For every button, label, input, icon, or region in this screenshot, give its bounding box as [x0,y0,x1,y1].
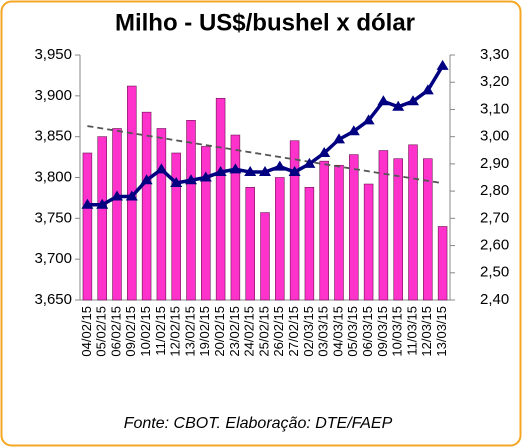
bar [97,136,107,301]
line-marker [81,198,94,209]
x-tick-label: 12/03/15 [419,306,434,357]
line-marker [407,95,419,106]
y-tick-label: 3,750 [34,209,72,226]
line-marker [125,190,138,201]
y-tick-label: 3,700 [34,250,72,267]
line-marker [170,176,183,187]
bar [363,183,374,301]
y-tick-label: 3,800 [34,168,72,185]
bar [319,160,329,301]
bar [112,128,122,301]
line-marker [347,125,360,136]
x-tick-label: 24/02/15 [242,306,257,357]
x-tick-label: 11/02/15 [153,306,168,356]
y-tick-label: 3,900 [34,87,72,104]
x-tick-label: 09/03/15 [375,306,390,357]
bar [156,128,167,301]
y2-tick-label: 2,70 [480,209,509,226]
line-marker [214,166,227,177]
x-tick-label: 13/03/15 [434,306,449,357]
x-tick-label: 20/02/15 [212,306,227,357]
line-marker [288,166,301,177]
line-marker [392,100,405,111]
x-tick-label: 06/02/15 [108,306,123,357]
x-tick-label: 06/03/15 [360,306,375,357]
bar [186,120,196,301]
line-marker [140,174,153,185]
source: Fonte: CBOT. Elaboração: DTE/FAEP [124,415,393,432]
x-tick-label: 03/03/15 [316,306,331,357]
x-tick-label: 13/02/15 [182,306,197,357]
x-tick-label: 10/02/15 [138,306,153,357]
x-tick-label: 02/03/15 [301,306,316,357]
y-tick-label: 3,850 [34,128,72,145]
line-marker [377,95,390,106]
line-marker [333,133,345,144]
x-tick-label: 05/03/15 [345,306,360,357]
bar [378,150,389,301]
x-tick-label: 12/02/15 [168,306,183,357]
y2-tick-label: 3,10 [480,100,509,117]
line-marker [96,198,109,209]
y2-tick-label: 3,00 [480,128,509,145]
x-tick-label: 05/02/15 [94,306,109,357]
bar [423,158,433,301]
x-tick-label: 10/03/15 [390,306,405,357]
bar [215,97,226,301]
bar [260,212,270,301]
bar [201,146,211,301]
y2-tick-label: 2,50 [480,264,509,281]
line-marker [273,160,286,171]
x-tick-label: 27/02/15 [286,306,301,357]
bar [408,144,418,301]
bar [349,154,359,301]
chart-title: Milho - US$/bushel x dólar [115,9,415,36]
y2-tick-label: 3,20 [480,73,509,90]
x-tick-label: 04/02/15 [79,306,94,357]
bar [275,177,285,301]
bar [437,226,448,301]
line-marker [229,163,242,174]
x-tick-label: 09/02/15 [123,306,138,357]
y-tick-label: 3,650 [34,291,72,308]
line-marker [318,147,331,157]
line-marker [436,59,449,70]
y-tick-label: 3,950 [34,46,72,63]
line-marker [111,190,123,201]
y2-tick-label: 3,30 [480,46,509,63]
bar [171,152,181,301]
bar [141,111,152,301]
x-tick-label: 23/02/15 [227,306,242,357]
x-tick-label: 11/03/15 [404,306,419,356]
x-tick-label: 19/02/15 [197,306,212,357]
y2-tick-label: 2,80 [480,182,509,199]
line-marker [155,163,168,174]
line-marker [421,84,434,95]
bar [304,187,315,301]
bar [289,140,300,301]
bar [82,152,93,301]
bar [334,164,344,301]
x-tick-label: 04/03/15 [330,306,345,357]
bar [230,134,241,301]
x-tick-label: 25/02/15 [256,306,271,357]
line-marker [185,174,197,185]
bar [393,158,403,301]
y2-tick-label: 2,90 [480,155,509,172]
line-marker [244,166,257,177]
line-marker [362,114,375,125]
y2-tick-label: 2,60 [480,237,509,254]
x-tick-label: 26/02/15 [271,306,286,357]
line-marker [303,157,316,168]
line-marker [259,166,271,177]
bar [245,187,255,301]
y2-tick-label: 2,40 [480,291,509,308]
line-marker [199,171,212,182]
